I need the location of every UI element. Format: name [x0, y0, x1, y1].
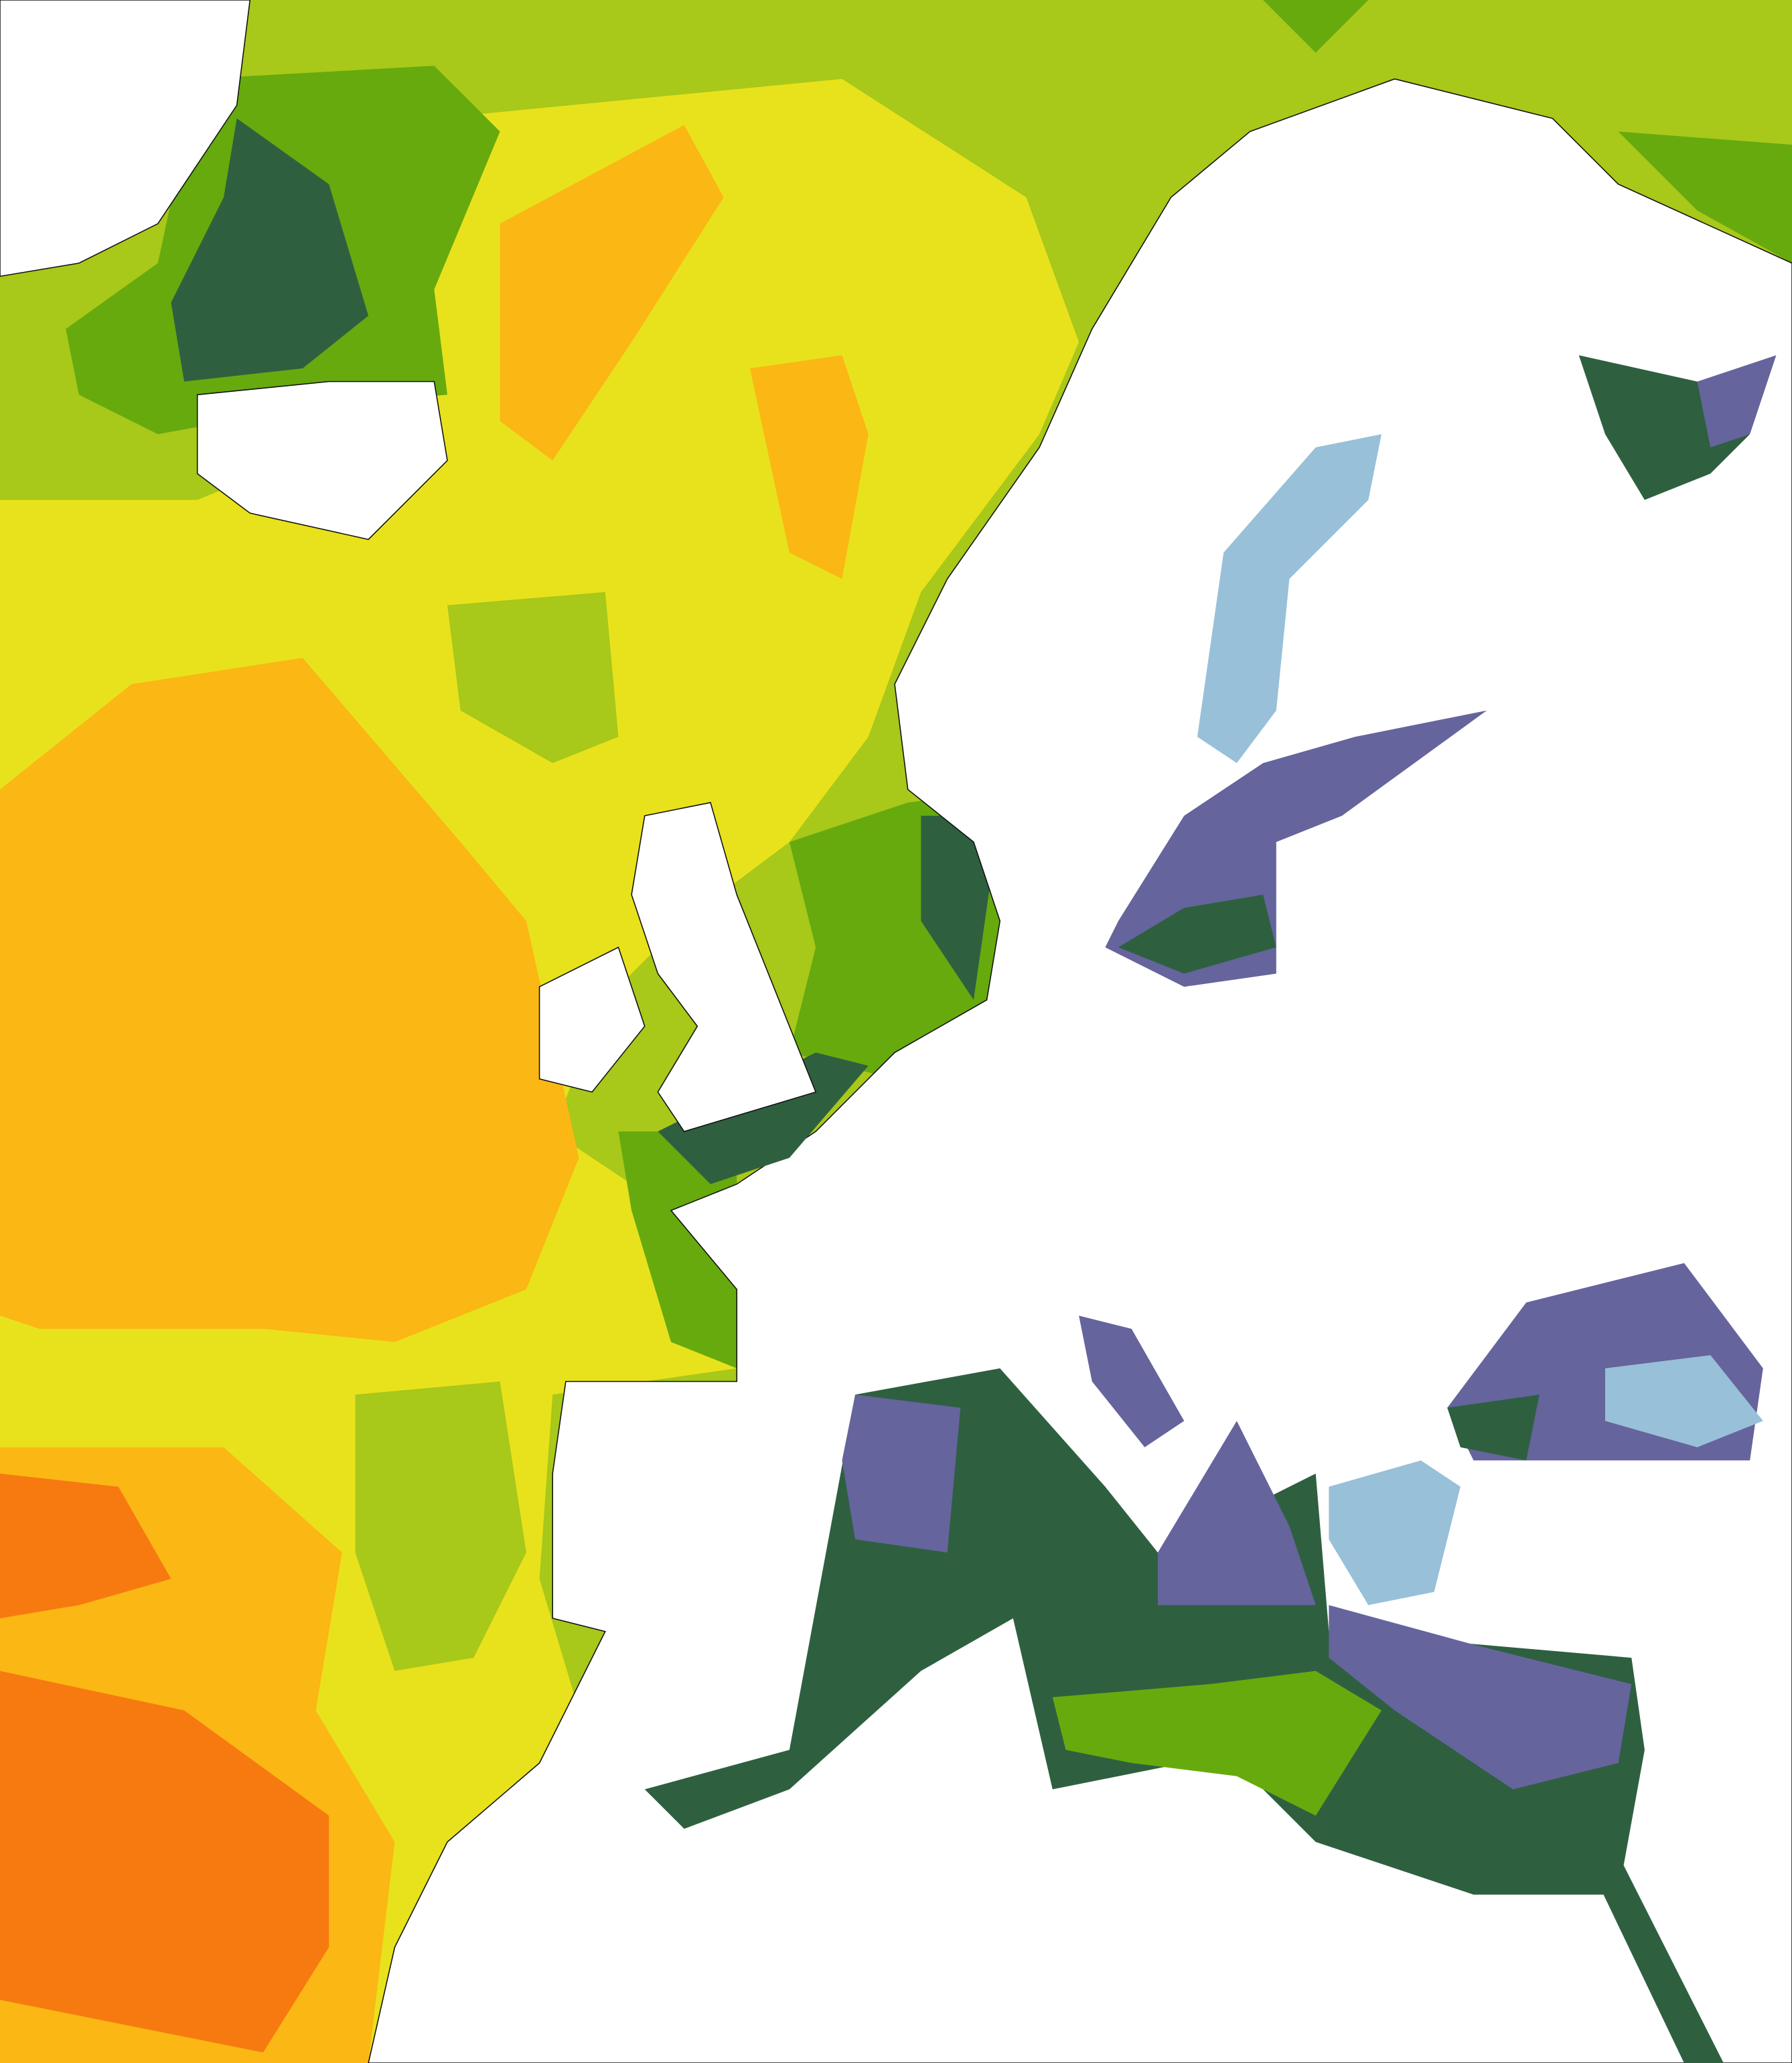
zone-green — [618, 1131, 737, 1368]
zone-dark-green — [1118, 894, 1276, 974]
zone-light-blue — [1329, 1460, 1461, 1606]
zone-dark-green — [1566, 1815, 1724, 2063]
zone-green — [1263, 0, 1369, 53]
zone-dark-green — [1447, 1395, 1540, 1461]
zone-light-green — [355, 1381, 526, 1671]
zone-light-blue — [1605, 1355, 1763, 1447]
zone-orange — [0, 1474, 171, 1619]
zone-purple — [842, 1395, 961, 1553]
zone-dark-green — [171, 118, 369, 382]
zone-purple — [1329, 1605, 1632, 1790]
zone-orange — [0, 1670, 329, 2053]
land-britain — [631, 802, 817, 1133]
zone-orange-yellow — [500, 125, 724, 461]
zone-dark-green — [658, 1052, 869, 1184]
zone-green — [1618, 131, 1792, 263]
zone-orange-yellow — [0, 658, 579, 1342]
zone-purple — [1697, 355, 1777, 447]
zone-orange-yellow — [749, 355, 869, 579]
zone-light-blue — [1197, 434, 1382, 764]
zone-green — [1052, 1670, 1382, 1816]
zone-light-green — [447, 591, 619, 764]
land-greenland — [0, 0, 251, 277]
land-ireland — [538, 946, 646, 1093]
zone-purple — [1157, 1421, 1316, 1606]
zone-purple — [1079, 1315, 1185, 1447]
land-iceland — [196, 380, 448, 541]
